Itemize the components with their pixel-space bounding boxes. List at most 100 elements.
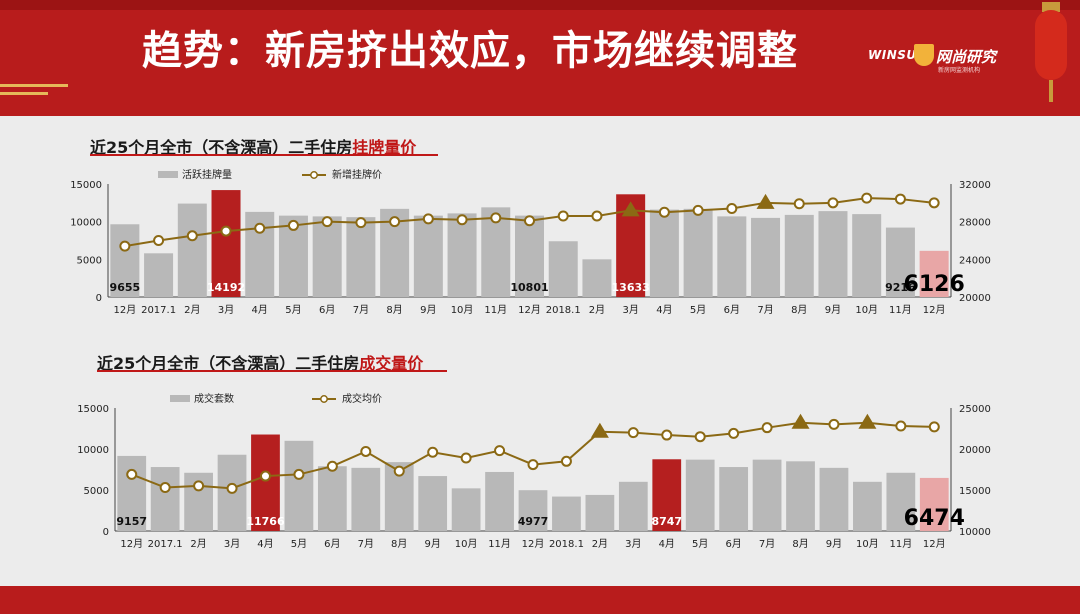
chart2-y-tick-right: 15000 [959, 486, 991, 497]
chart2-x-tick: 7月 [759, 538, 775, 550]
chart1-y-tick-right: 20000 [959, 293, 991, 304]
chart2-bar [552, 496, 581, 531]
logo-text-en: WINSUN [868, 48, 928, 62]
chart2-line-point [460, 452, 472, 464]
chart1-y-tick-left: 0 [96, 293, 102, 304]
chart2-x-tick: 3月 [625, 538, 641, 550]
chart1-data-label: 14192 [207, 281, 245, 294]
chart1-y-tick-left: 10000 [70, 218, 102, 229]
chart2-x-tick: 11月 [889, 538, 912, 550]
chart1-bar [784, 214, 814, 297]
chart2-x-tick: 5月 [692, 538, 708, 550]
chart1-x-tick: 3月 [218, 304, 234, 316]
chart2-data-label: 9157 [116, 515, 147, 528]
chart2-subtitle: 近25个月全市（不含溧高）二手住房成交量价 [97, 350, 423, 374]
chart2-bar [853, 481, 882, 531]
chart1-bar [548, 241, 578, 297]
chart1-bar [110, 224, 140, 297]
chart1-x-tick: 11月 [484, 304, 507, 316]
chart2-x-tick: 9月 [424, 538, 440, 550]
chart2-bar [150, 467, 180, 531]
chart2-line-point [226, 482, 238, 494]
chart1-line-point [422, 213, 434, 225]
transaction-chart: 成交套数 成交均价 0 5000 10000 15000 10000 15000 20000 25… [77, 392, 991, 550]
chart2-line-point [895, 420, 907, 432]
chart1-data-label: 13633 [612, 281, 650, 294]
chart1-x-tick: 11月 [889, 304, 912, 316]
chart1-x-tick: 7月 [757, 304, 773, 316]
chart1-line-point [389, 216, 401, 228]
chart2-y-tick-right: 20000 [959, 445, 991, 456]
chart2-y-tick-left: 0 [103, 527, 109, 538]
chart1-line-point [591, 210, 603, 222]
chart1-bar [582, 259, 612, 297]
chart2-legend-line-marker [320, 395, 328, 403]
chart1-bar [447, 213, 477, 297]
chart1-x-tick: 4月 [656, 304, 672, 316]
chart2-line-point [193, 480, 205, 492]
chart2-line-point [761, 422, 773, 434]
chart2-line-point [928, 421, 940, 433]
chart1-bar [312, 216, 342, 297]
chart2-x-tick: 10月 [856, 538, 879, 550]
chart1-bar [211, 190, 241, 297]
chart1-x-tick: 7月 [353, 304, 369, 316]
chart2-line-triangle-marker [590, 422, 609, 438]
chart1-line-point [220, 225, 232, 237]
chart2-legend-bar-label: 成交套数 [194, 392, 234, 405]
chart2-line-triangle-marker [858, 413, 877, 429]
chart2-bar [284, 440, 314, 531]
chart2-line-point [159, 482, 171, 494]
footer-banner [0, 586, 1080, 614]
chart2-subtitle-highlight: 成交量价 [359, 354, 424, 373]
chart1-bar [177, 203, 207, 297]
chart1-line-point [456, 214, 468, 226]
chart1-line-triangle-marker [621, 201, 640, 217]
chart2-bar [317, 466, 347, 531]
chart1-x-tick: 2月 [184, 304, 200, 316]
chart2-line-point [126, 468, 138, 480]
chart1-x-tick: 6月 [319, 304, 335, 316]
chart2-x-tick: 2017.1 [148, 539, 183, 550]
chart1-x-tick: 12月 [113, 304, 136, 316]
chart2-bar [518, 490, 548, 531]
chart2-bar [786, 461, 815, 531]
chart2-line-point [360, 445, 372, 457]
chart2-bar [418, 476, 448, 531]
chart2-bar [652, 459, 682, 531]
chart1-y-tick-left: 15000 [70, 180, 102, 191]
chart2-bar [585, 494, 615, 531]
chart1-line-point [793, 198, 805, 210]
chart1-x-tick: 2018.1 [546, 305, 581, 316]
chart1-bar [683, 208, 713, 297]
chart1-x-tick: 9月 [420, 304, 436, 316]
chart1-x-tick: 3月 [622, 304, 638, 316]
chart2-data-label: 6474 [904, 506, 965, 531]
chart1-line-point [490, 212, 502, 224]
chart2-legend-bar-swatch [170, 395, 190, 402]
chart1-line-point [119, 240, 131, 252]
chart2-bar [485, 471, 514, 531]
chart1-line-point [557, 210, 569, 222]
chart2-line-point [728, 427, 740, 439]
chart2-x-tick: 11月 [488, 538, 511, 550]
chart2-line-point [627, 427, 639, 439]
chart1-x-tick: 8月 [386, 304, 402, 316]
chart2-x-tick: 2月 [190, 538, 206, 550]
chart2-x-tick: 12月 [120, 538, 143, 550]
chart1-bar [885, 227, 915, 297]
chart1-data-label: 9655 [110, 281, 141, 294]
chart1-line-point [827, 197, 839, 209]
chart1-line-point [726, 202, 738, 214]
chart1-x-tick: 2月 [589, 304, 605, 316]
chart2-x-tick: 12月 [522, 538, 545, 550]
chart2-bar [819, 467, 849, 531]
chart1-bar [751, 217, 781, 297]
chart2-line-point [326, 460, 338, 472]
chart2-x-tick: 6月 [725, 538, 741, 550]
chart1-legend-line-marker [310, 171, 318, 179]
chart1-line-point [153, 235, 165, 246]
chart2-line-point [259, 470, 271, 482]
lantern-cap-icon [1042, 2, 1060, 12]
chart2-y-tick-right: 10000 [959, 527, 991, 538]
